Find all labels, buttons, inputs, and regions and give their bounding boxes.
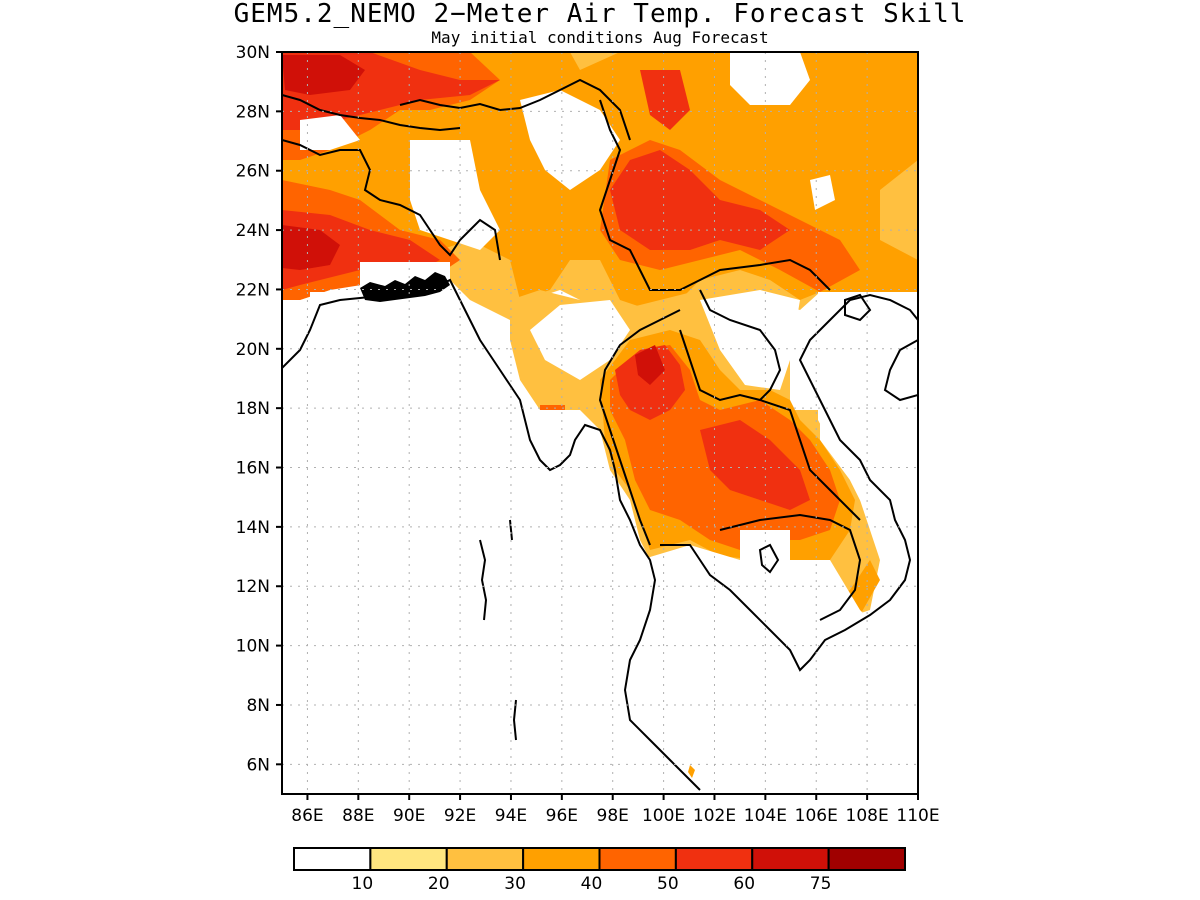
skill-region xyxy=(818,292,918,620)
lat-tick-label: 26N xyxy=(236,162,270,182)
border-india-bangladesh xyxy=(282,139,501,261)
skill-region xyxy=(640,70,690,130)
colorbar-segment xyxy=(293,847,372,871)
lat-tick-label: 8N xyxy=(246,696,270,716)
map-title: GEM5.2_NEMO 2−Meter Air Temp. Forecast S… xyxy=(233,0,967,29)
colorbar-label: 30 xyxy=(504,874,526,894)
coastline-andaman-islands xyxy=(479,519,517,741)
lake-tonle-sap xyxy=(758,543,780,574)
lat-tick-label: 30N xyxy=(236,43,270,63)
lat-tick-label: 14N xyxy=(236,518,270,538)
colorbar-label: 10 xyxy=(352,874,374,894)
lon-tick-label: 94E xyxy=(495,806,527,826)
colorbar-label: 50 xyxy=(657,874,679,894)
skill-region xyxy=(730,52,810,105)
lat-tick-label: 12N xyxy=(236,577,270,597)
lat-tick-label: 22N xyxy=(236,280,270,300)
skill-region xyxy=(610,150,790,250)
masked-area xyxy=(282,262,918,794)
lat-tick-label: 28N xyxy=(236,102,270,122)
border-myanmar-china xyxy=(598,99,831,291)
skill-field xyxy=(282,52,918,794)
colorbar-segment xyxy=(674,847,754,871)
colorbar: 10 20 30 40 50 60 75 xyxy=(293,847,906,894)
skill-region xyxy=(810,175,835,210)
border-myanmar-thailand xyxy=(598,309,681,546)
skill-region xyxy=(282,55,365,95)
skill-region xyxy=(530,300,630,380)
skill-region xyxy=(740,530,790,560)
skill-region xyxy=(688,765,695,778)
map-frame xyxy=(281,51,919,795)
longitude-axis: 86E 88E 90E 92E 94E 96E 98E 100E 102E 104E 106E 108… xyxy=(291,794,940,826)
lat-tick-label: 6N xyxy=(246,755,270,775)
colorbar-segment xyxy=(445,847,525,871)
lon-tick-label: 100E xyxy=(642,806,685,826)
lon-tick-label: 92E xyxy=(444,806,476,826)
lat-tick-label: 16N xyxy=(236,459,270,479)
skill-region xyxy=(282,225,340,270)
latitude-axis: 30N 28N 26N 24N 22N 20N 18N 16N 14N 12N 10N 8N 6N xyxy=(236,43,282,775)
coastline-ganges-delta xyxy=(360,272,450,302)
border-nepal xyxy=(282,94,461,132)
coastline-gulf-of-thailand xyxy=(660,293,918,672)
lon-tick-label: 96E xyxy=(546,806,578,826)
skill-region xyxy=(635,345,665,385)
lat-tick-label: 18N xyxy=(236,399,270,419)
skill-region xyxy=(300,115,360,150)
skill-region xyxy=(700,290,800,390)
colorbar-label: 75 xyxy=(810,874,832,894)
colorbar-segment xyxy=(369,847,448,871)
lon-tick-label: 88E xyxy=(342,806,374,826)
lat-tick-label: 10N xyxy=(236,637,270,657)
lon-tick-label: 86E xyxy=(291,806,323,826)
skill-region xyxy=(282,210,440,290)
skill-region xyxy=(520,90,620,190)
skill-region xyxy=(700,420,810,510)
lon-tick-label: 108E xyxy=(846,806,889,826)
colorbar-segment xyxy=(751,847,830,871)
colorbar-label: 60 xyxy=(733,874,755,894)
colorbar-segment xyxy=(522,847,601,871)
lon-tick-label: 90E xyxy=(393,806,425,826)
colorbar-segment xyxy=(827,847,906,871)
coastline-hainan xyxy=(844,293,872,322)
border-bhutan xyxy=(399,78,631,141)
colorbar-label: 20 xyxy=(428,874,450,894)
lon-tick-label: 106E xyxy=(795,806,838,826)
border-thailand-laos xyxy=(679,329,761,402)
colorbar-segment xyxy=(598,847,677,871)
lon-tick-label: 110E xyxy=(896,806,939,826)
lat-tick-label: 24N xyxy=(236,221,270,241)
map-grid xyxy=(282,52,918,794)
coastline-vietnam-north xyxy=(883,339,918,402)
lon-tick-label: 104E xyxy=(744,806,787,826)
border-cambodia xyxy=(719,513,862,621)
lat-tick-label: 20N xyxy=(236,340,270,360)
map-subtitle: May initial conditions Aug Forecast xyxy=(431,28,769,47)
border-laos xyxy=(699,289,861,521)
colorbar-label: 40 xyxy=(581,874,603,894)
lon-tick-label: 102E xyxy=(693,806,736,826)
lon-tick-label: 98E xyxy=(597,806,629,826)
